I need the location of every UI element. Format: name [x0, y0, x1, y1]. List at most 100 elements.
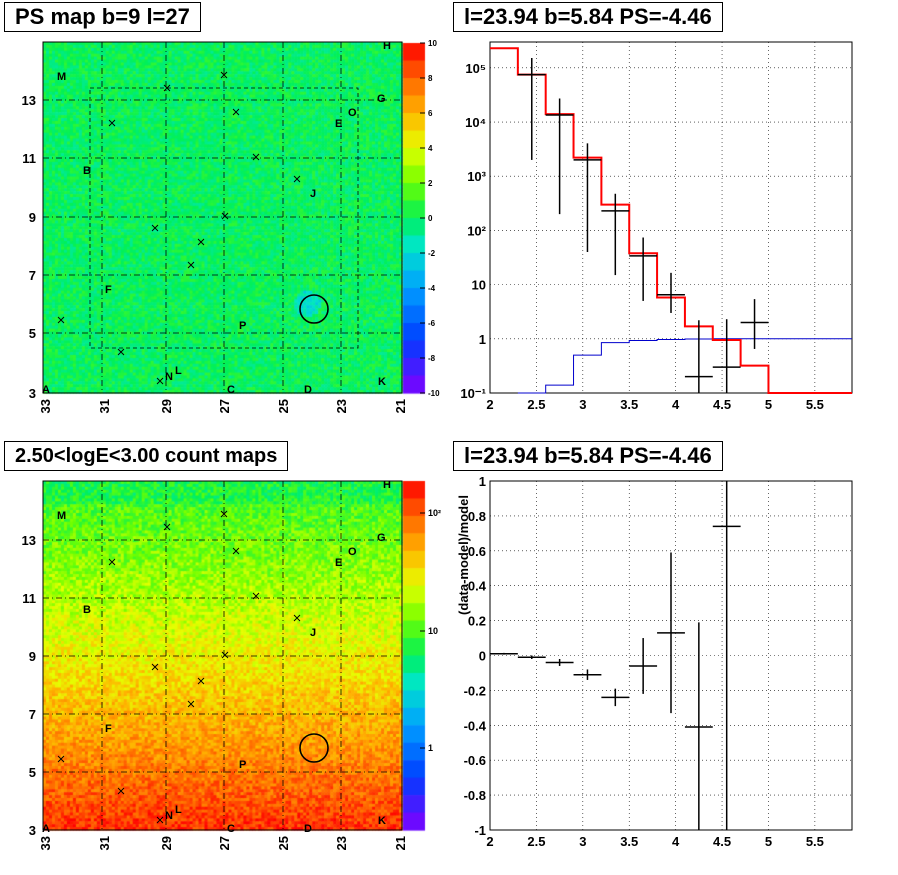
count-source-label: P: [239, 759, 246, 771]
ps-cross-marker: [57, 316, 65, 324]
count-source-label: C: [227, 823, 235, 835]
background-step-line: [517, 338, 852, 394]
residual-x-tick-label: 2: [486, 834, 493, 849]
residual-y-tick-label: 0.4: [468, 579, 487, 594]
count-source-label: J: [310, 627, 316, 639]
residual-plot: [489, 480, 853, 831]
ps-source-label: P: [239, 320, 246, 332]
count-colorbar-tick-label: 1: [428, 743, 433, 753]
ps-y-tick-label: 5: [29, 326, 36, 341]
ps-cross-marker: [252, 153, 260, 161]
count-cross-marker: [187, 700, 195, 708]
ps-colorbar-tick-label: 4: [428, 144, 433, 153]
ps-cross-marker: [156, 377, 164, 385]
ps-y-tick-label: 7: [29, 268, 36, 283]
count-y-tick-label: 13: [22, 533, 36, 548]
spectrum-y-tick-label: 10³: [467, 169, 486, 184]
ps-cross-marker: [293, 175, 301, 183]
ps-x-tick-label: 33: [38, 399, 53, 413]
ps-source-label: M: [57, 71, 66, 83]
ps-x-tick-label: 21: [393, 399, 408, 413]
ps-x-tick-label: 27: [217, 399, 232, 413]
spectrum-x-tick-label: 4: [672, 397, 680, 412]
ps-map-title: PS map b=9 l=27: [4, 2, 201, 32]
count-source-label: A: [42, 823, 50, 835]
ps-colorbar-tick-label: -2: [428, 249, 436, 258]
residual-y-tick-label: 1: [479, 474, 486, 489]
residual-y-tick-label: -0.4: [464, 718, 487, 733]
residual-y-tick-label: 0.6: [468, 544, 486, 559]
spectrum-x-tick-label: 5.5: [806, 397, 824, 412]
residual-x-tick-label: 3: [579, 834, 586, 849]
ps-cross-marker: [197, 238, 205, 246]
residual-x-tick-label: 4.5: [713, 834, 731, 849]
residual-y-tick-label: 0.8: [468, 509, 486, 524]
count-x-tick-label: 33: [38, 836, 53, 850]
ps-map-frame: [42, 41, 403, 394]
count-source-label: D: [304, 823, 312, 835]
ps-colorbar-axis: [420, 42, 425, 749]
count-source-label: M: [57, 510, 66, 522]
residual-x-tick-label: 3.5: [620, 834, 638, 849]
ps-source-label: G: [377, 93, 386, 105]
residual-y-tick-label: 0.2: [468, 614, 486, 629]
count-source-label: O: [348, 546, 357, 558]
ps-cross-marker: [220, 71, 228, 79]
residual-x-tick-label: 2.5: [527, 834, 545, 849]
residual-title: l=23.94 b=5.84 PS=-4.46: [453, 441, 723, 471]
spectrum-frame: [489, 41, 853, 394]
count-map-overlay: [42, 480, 403, 831]
count-cross-marker: [232, 547, 240, 555]
ps-colorbar-tick-label: 2: [428, 179, 433, 188]
count-x-tick-label: 31: [97, 836, 112, 850]
residual-y-tick-label: 0: [479, 649, 486, 664]
spectrum-y-tick-label: 10⁴: [465, 115, 486, 130]
count-source-label: F: [105, 723, 112, 735]
spectrum-y-tick-label: 10⁵: [465, 61, 486, 76]
ps-colorbar-tick-label: 8: [428, 74, 433, 83]
spectrum-x-tick-label: 5: [765, 397, 772, 412]
count-source-label: K: [378, 815, 386, 827]
ps-cross-marker: [108, 119, 116, 127]
ps-x-tick-label: 31: [97, 399, 112, 413]
ps-colorbar-tick-label: 6: [428, 109, 433, 118]
ps-x-tick-label: 23: [334, 399, 349, 413]
ps-source-label: H: [383, 40, 391, 52]
ps-source-circle: [299, 294, 329, 324]
count-cross-marker: [220, 510, 228, 518]
ps-cross-marker: [221, 212, 229, 220]
ps-source-label: J: [310, 188, 316, 200]
ps-y-tick-label: 13: [22, 93, 36, 108]
ps-source-label: B: [83, 165, 91, 177]
ps-map-overlay: [42, 41, 403, 394]
count-colorbar-tick-label: 10²: [428, 508, 441, 518]
count-x-tick-label: 29: [159, 836, 174, 850]
ps-cross-marker: [187, 261, 195, 269]
count-x-tick-label: 25: [276, 836, 291, 850]
spectrum-y-tick-label: 10: [472, 278, 486, 293]
ps-source-label: A: [42, 384, 50, 396]
ps-source-label: E: [335, 118, 342, 130]
ps-source-label: K: [378, 376, 386, 388]
count-source-label: L: [175, 804, 182, 816]
ps-y-tick-label: 9: [29, 210, 36, 225]
ps-y-tick-label: 3: [29, 386, 36, 401]
ps-colorbar-tick-label: -4: [428, 284, 436, 293]
ps-colorbar-tick-label: -10: [428, 389, 440, 398]
ps-roi-box: [89, 87, 359, 349]
spectrum-x-tick-label: 3.5: [620, 397, 638, 412]
ps-x-tick-label: 29: [159, 399, 174, 413]
count-x-tick-label: 21: [393, 836, 408, 850]
ps-source-label: L: [175, 365, 182, 377]
count-cross-marker: [221, 651, 229, 659]
residual-y-tick-label: -0.6: [464, 753, 486, 768]
count-source-label: E: [335, 557, 342, 569]
count-y-tick-label: 5: [29, 765, 36, 780]
spectrum-x-tick-label: 4.5: [713, 397, 731, 412]
ps-colorbar-tick-label: -6: [428, 319, 436, 328]
residual-y-tick-label: -0.2: [464, 683, 486, 698]
count-cross-marker: [293, 614, 301, 622]
spectrum-plot: [489, 41, 853, 394]
count-y-tick-label: 3: [29, 823, 36, 838]
